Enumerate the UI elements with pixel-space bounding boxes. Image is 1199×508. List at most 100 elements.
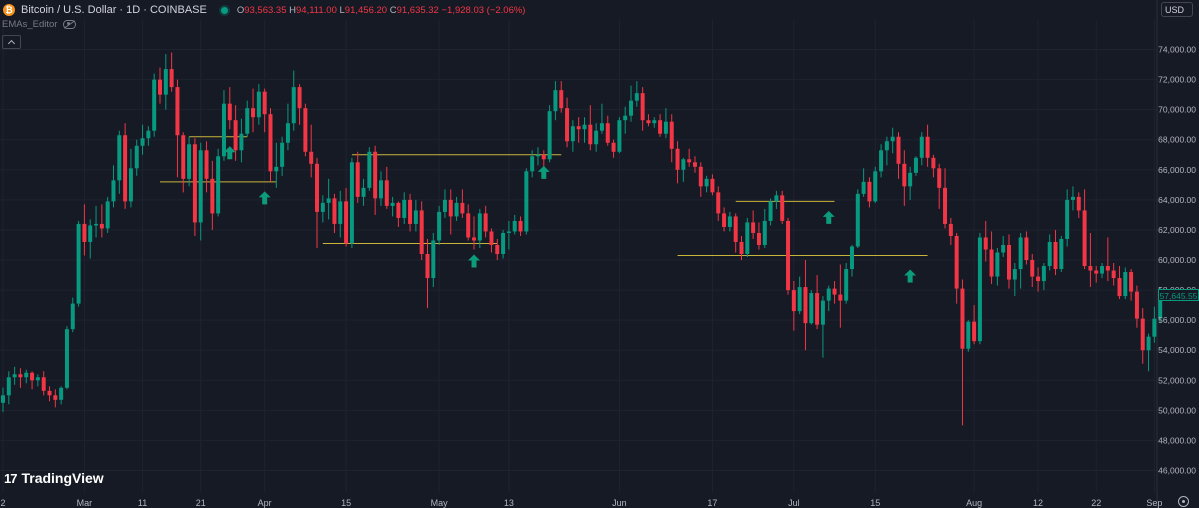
candle-body bbox=[890, 136, 895, 142]
candle-body bbox=[1094, 270, 1099, 274]
price-axis[interactable]: 74,000.00 72,000.00 70,000.00 68,000.00 66,0… bbox=[1156, 0, 1196, 508]
candle-body bbox=[966, 321, 971, 349]
candle-body bbox=[588, 124, 593, 145]
time-tick-label: 15 bbox=[870, 498, 880, 508]
candle-body bbox=[437, 211, 442, 241]
indicator-name[interactable]: EMAs_Editor bbox=[2, 19, 58, 30]
settings-icon[interactable] bbox=[1178, 496, 1189, 507]
candle-body bbox=[483, 213, 488, 232]
candle-body bbox=[983, 237, 988, 250]
candle-body bbox=[768, 201, 773, 221]
candle-body bbox=[1123, 272, 1128, 297]
candle-body bbox=[1041, 266, 1046, 282]
candle-body bbox=[861, 181, 866, 194]
candle-body bbox=[297, 87, 302, 109]
price-tick-label: 64,000.00 bbox=[1158, 195, 1196, 205]
candle-body bbox=[535, 154, 540, 157]
candle-body bbox=[704, 178, 709, 187]
currency-selector[interactable]: USD bbox=[1161, 2, 1193, 17]
candle-body bbox=[396, 202, 401, 218]
candle-body bbox=[826, 288, 831, 301]
candle-body bbox=[1146, 336, 1151, 351]
candle-body bbox=[663, 121, 668, 134]
candle-body bbox=[541, 154, 546, 160]
price-tick-label: 66,000.00 bbox=[1158, 165, 1196, 175]
time-tick-label: Jul bbox=[788, 498, 800, 508]
candle-body bbox=[274, 166, 279, 172]
time-tick-label: 21 bbox=[196, 498, 206, 508]
candle-body bbox=[64, 329, 69, 388]
candle-body bbox=[809, 293, 814, 324]
candle-body bbox=[99, 223, 104, 229]
candle-body bbox=[972, 321, 977, 342]
candle-body bbox=[832, 288, 837, 295]
candle-body bbox=[408, 199, 413, 224]
candle-body bbox=[303, 108, 308, 152]
candle-body bbox=[140, 138, 145, 146]
time-tick-label: Apr bbox=[258, 498, 272, 508]
candle-body bbox=[1030, 260, 1035, 277]
candle-body bbox=[1012, 269, 1017, 280]
arrow-up-icon bbox=[904, 269, 917, 283]
open-value: 93,563.35 bbox=[244, 4, 287, 16]
time-tick-label: Sep bbox=[1146, 498, 1162, 508]
candle-body bbox=[1076, 196, 1081, 211]
candle-body bbox=[163, 69, 168, 95]
time-axis[interactable]: 2 Mar 11 21 Apr 15 May 13 Jun 17 Jul 15 Aug 12 22 Sep bbox=[0, 498, 1162, 508]
candle-body bbox=[617, 120, 622, 152]
candle-body bbox=[634, 93, 639, 101]
candle-body bbox=[908, 172, 913, 187]
candle-body bbox=[105, 201, 110, 229]
arrow-up-icon bbox=[537, 165, 550, 179]
candle-body bbox=[35, 377, 40, 381]
candle-body bbox=[675, 148, 680, 170]
price-tick-label: 68,000.00 bbox=[1158, 135, 1196, 145]
candle-body bbox=[24, 372, 29, 378]
time-tick-label: Mar bbox=[77, 498, 93, 508]
candle-body bbox=[943, 187, 948, 224]
candle-body bbox=[931, 157, 936, 169]
high-value: 94,111.00 bbox=[296, 4, 337, 16]
candle-body bbox=[844, 269, 849, 301]
candle-body bbox=[658, 120, 663, 134]
candle-body bbox=[1018, 237, 1023, 270]
candle-body bbox=[1100, 266, 1105, 274]
candle-body bbox=[378, 180, 383, 199]
markers bbox=[223, 146, 917, 283]
tradingview-logo-icon: 17 bbox=[4, 470, 18, 486]
candle-body bbox=[605, 123, 610, 143]
candle-body bbox=[1024, 237, 1029, 261]
arrow-up-icon bbox=[468, 254, 481, 268]
candle-body bbox=[285, 123, 290, 143]
candle-body bbox=[495, 244, 500, 255]
candle-body bbox=[640, 93, 645, 121]
tradingview-logo[interactable]: 17 TradingView bbox=[4, 470, 104, 486]
candle-body bbox=[1059, 238, 1064, 270]
candle-body bbox=[762, 220, 767, 245]
candle-body bbox=[727, 216, 732, 227]
candle-body bbox=[559, 90, 564, 109]
candle-body bbox=[1152, 318, 1157, 337]
candle-body bbox=[518, 220, 523, 232]
candle-body bbox=[1053, 241, 1058, 270]
eye-icon[interactable] bbox=[63, 20, 77, 29]
candle-body bbox=[489, 231, 494, 245]
candle-body bbox=[158, 79, 163, 95]
time-tick-label: 15 bbox=[341, 498, 351, 508]
candle-body bbox=[884, 141, 889, 151]
candle-body bbox=[849, 246, 854, 270]
candle-body bbox=[1036, 276, 1041, 282]
symbol-title[interactable]: Bitcoin / U.S. Dollar · 1D · COINBASE bbox=[21, 4, 207, 16]
indicator-legend[interactable]: EMAs_Editor bbox=[2, 19, 77, 30]
candle-body bbox=[472, 237, 477, 241]
candle-body bbox=[791, 290, 796, 312]
price-tick-label: 62,000.00 bbox=[1158, 225, 1196, 235]
candle-body bbox=[786, 220, 791, 291]
candle-body bbox=[47, 390, 52, 396]
collapse-legend-button[interactable] bbox=[2, 35, 21, 49]
candle-body bbox=[94, 223, 99, 226]
candle-body bbox=[1047, 241, 1052, 267]
candle-body bbox=[1070, 196, 1075, 200]
candle-body bbox=[995, 252, 1000, 277]
